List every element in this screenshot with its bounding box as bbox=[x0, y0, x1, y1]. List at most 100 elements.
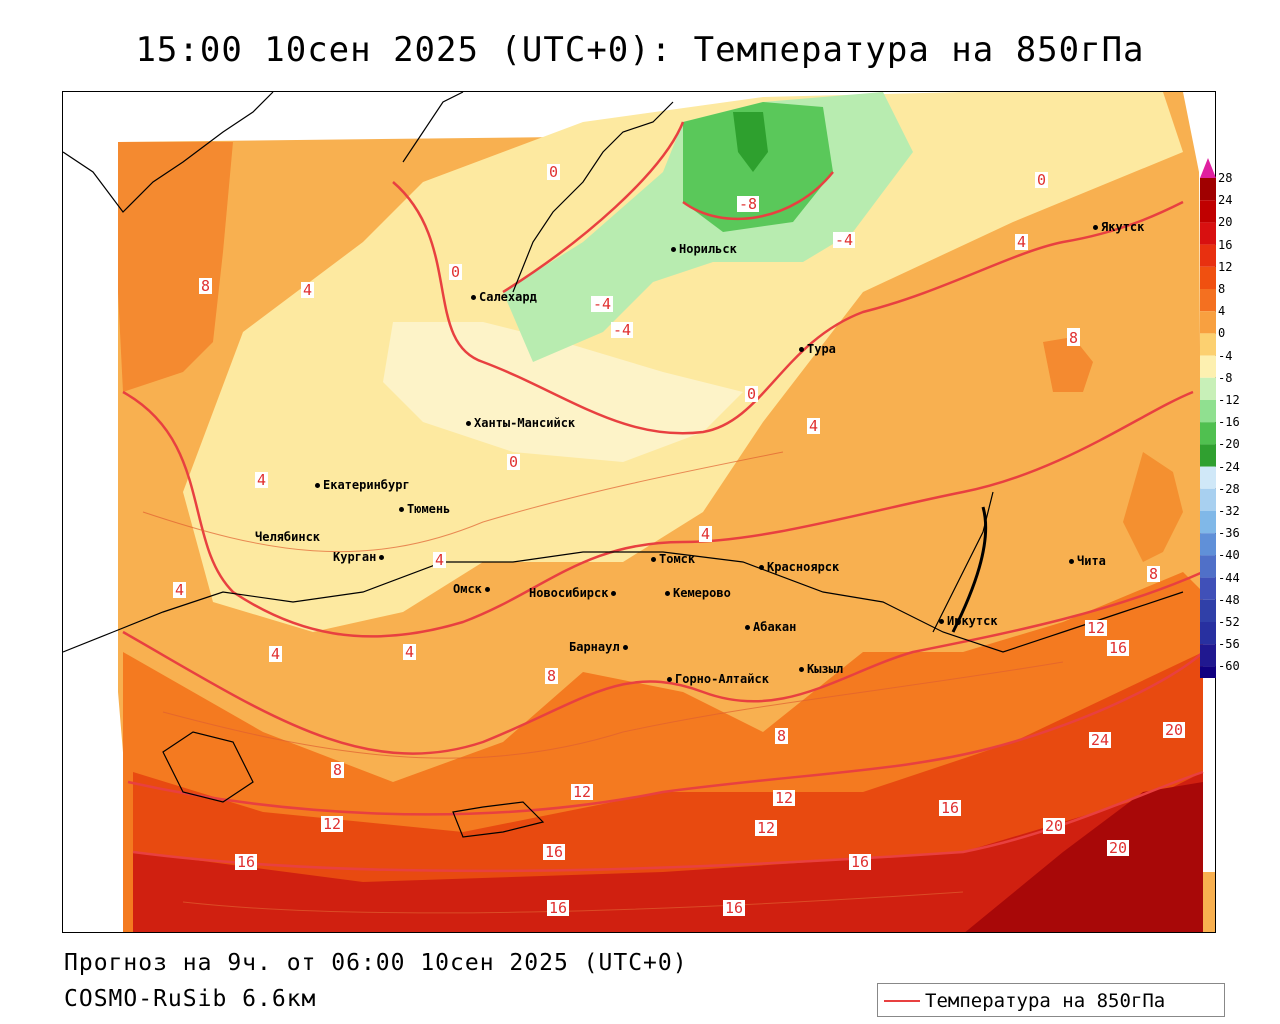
colorbar-swatch bbox=[1200, 533, 1216, 556]
contour-label: 12 bbox=[1085, 619, 1108, 637]
contour-label: 24 bbox=[1089, 731, 1112, 749]
colorbar-tick-label: 20 bbox=[1218, 215, 1233, 230]
contour-label: 16 bbox=[1107, 639, 1130, 657]
minor-contours bbox=[142, 451, 1064, 914]
map-canvas bbox=[63, 92, 1215, 932]
contour-label: 12 bbox=[321, 815, 344, 833]
colorbar: 28 24 20 16 12 8 4 0 -4 -8 -12 -16 -20 -24 -28 -32 -36 -4… bbox=[1198, 158, 1280, 678]
city-kemerovo: Кемерово bbox=[665, 586, 731, 600]
city-novosibirsk: Новосибирск bbox=[529, 586, 619, 600]
contour-lines bbox=[122, 121, 1204, 873]
contour-label: 20 bbox=[1043, 817, 1066, 835]
colorbar-swatch bbox=[1200, 266, 1216, 289]
contour-label: 4 bbox=[699, 525, 713, 543]
contour-label: -8 bbox=[737, 195, 760, 213]
city-omsk: Омск bbox=[453, 582, 493, 596]
city-abakan: Абакан bbox=[745, 620, 796, 634]
city-khanty-mansiysk: Ханты-Мансийск bbox=[466, 416, 575, 430]
model-info: COSMO-RuSib 6.6км bbox=[64, 986, 317, 1012]
map-title: 15:00 10сен 2025 (UTC+0): Температура на… bbox=[135, 30, 1145, 70]
colorbar-swatch bbox=[1200, 377, 1216, 400]
colorbar-tick-label: -60 bbox=[1218, 659, 1240, 674]
colorbar-tick-label: 12 bbox=[1218, 259, 1233, 274]
contour-label: 4 bbox=[301, 281, 315, 299]
contour-label: -4 bbox=[611, 321, 634, 339]
contour-label: 4 bbox=[403, 643, 417, 661]
colorbar-tick-label: -8 bbox=[1218, 370, 1233, 385]
hot-south bbox=[133, 772, 1203, 932]
city-barnaul: Барнаул bbox=[569, 640, 631, 654]
colorbar-swatch bbox=[1200, 222, 1216, 245]
colorbar-swatch bbox=[1200, 422, 1216, 445]
colorbar-swatch bbox=[1200, 311, 1216, 334]
contour-label: 0 bbox=[507, 453, 521, 471]
colorbar-swatch bbox=[1200, 355, 1216, 378]
city-tomsk: Томск bbox=[651, 552, 695, 566]
borders bbox=[63, 92, 1184, 838]
hottest-south bbox=[965, 782, 1203, 932]
colorbar-swatch bbox=[1200, 200, 1216, 223]
contour-label: 16 bbox=[849, 853, 872, 871]
colorbar-tick-label: -56 bbox=[1218, 637, 1240, 652]
colorbar-tick-label: 8 bbox=[1218, 282, 1226, 296]
contour-label: -4 bbox=[591, 295, 614, 313]
city-kurgan: Курган bbox=[333, 550, 387, 564]
contour-label: 8 bbox=[331, 761, 345, 779]
contour-label: 8 bbox=[545, 667, 559, 685]
forecast-info: Прогноз на 9ч. от 06:00 10сен 2025 (UTC+… bbox=[64, 950, 688, 976]
city-chita: Чита bbox=[1069, 554, 1106, 568]
colorbar-swatch bbox=[1200, 622, 1216, 645]
colorbar-tick-label: -44 bbox=[1218, 570, 1240, 585]
city-irkutsk: Иркутск bbox=[939, 614, 998, 628]
colorbar-swatch bbox=[1200, 244, 1216, 267]
city-kyzyl: Кызыл bbox=[799, 662, 843, 676]
colorbar-swatch bbox=[1200, 666, 1216, 678]
city-yekaterinburg: Екатеринбург bbox=[315, 478, 410, 492]
colorbar-tick-label: 24 bbox=[1218, 193, 1233, 208]
city-tyumen: Тюмень bbox=[399, 502, 450, 516]
colorbar-tick-label: -32 bbox=[1218, 504, 1240, 518]
colorbar-tick-label: 4 bbox=[1218, 304, 1226, 319]
warm-northeast-blob bbox=[1043, 337, 1093, 392]
colorbar-top-arrow bbox=[1200, 158, 1216, 178]
contour-label: 16 bbox=[939, 799, 962, 817]
colorbar-swatch bbox=[1200, 444, 1216, 467]
contour-label: 4 bbox=[807, 417, 821, 435]
colorbar-tick-label: 0 bbox=[1218, 326, 1226, 341]
city-yakutsk: Якутск bbox=[1093, 220, 1144, 234]
colorbar-tick-label: 16 bbox=[1218, 237, 1233, 252]
contour-label: 12 bbox=[755, 819, 778, 837]
colorbar-tick-label: 28 bbox=[1218, 171, 1233, 185]
contour-label: 16 bbox=[543, 843, 566, 861]
colorbar-tick-label: -20 bbox=[1218, 437, 1240, 452]
contour-label: 8 bbox=[775, 727, 789, 745]
colorbar-swatch bbox=[1200, 577, 1216, 600]
temperature-map: Якутск Норильск Салехард Тура Ханты-Манс… bbox=[62, 91, 1216, 933]
contour-label: 4 bbox=[269, 645, 283, 663]
contour-label: 0 bbox=[449, 263, 463, 281]
cold-zone-dark-green bbox=[683, 102, 833, 232]
lake-baikal bbox=[951, 506, 988, 633]
contour-label: 0 bbox=[745, 385, 759, 403]
colorbar-swatch bbox=[1200, 599, 1216, 622]
city-salekhard: Салехард bbox=[471, 290, 537, 304]
contour-label: 4 bbox=[173, 581, 187, 599]
colorbar-tick-label: -52 bbox=[1218, 615, 1240, 629]
contour-label: 8 bbox=[1147, 565, 1161, 583]
contour-label: 16 bbox=[235, 853, 258, 871]
contour-label: 4 bbox=[433, 551, 447, 569]
contour-label: 16 bbox=[723, 899, 746, 917]
colorbar-swatch bbox=[1200, 511, 1216, 534]
city-gorno-altaysk: Горно-Алтайск bbox=[667, 672, 769, 686]
contour-label: -4 bbox=[833, 231, 856, 249]
colorbar-swatch bbox=[1200, 488, 1216, 511]
colorbar-swatch bbox=[1200, 178, 1216, 201]
contour-label: 20 bbox=[1107, 839, 1130, 857]
contour-label: 4 bbox=[255, 471, 269, 489]
colorbar-swatch bbox=[1200, 400, 1216, 423]
cold-core bbox=[733, 112, 768, 172]
contour-label: 12 bbox=[571, 783, 594, 801]
colorbar-swatch bbox=[1200, 333, 1216, 356]
city-tura: Тура bbox=[799, 342, 836, 356]
contour-label: 8 bbox=[199, 277, 213, 295]
